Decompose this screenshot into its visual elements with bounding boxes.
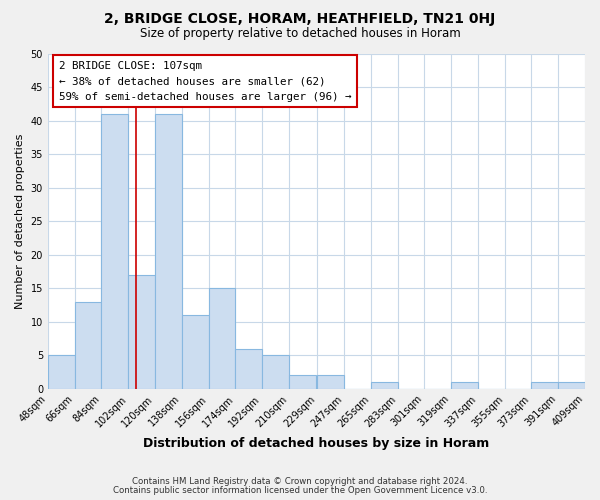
- Bar: [289, 376, 316, 389]
- Bar: [182, 315, 209, 389]
- Bar: [317, 376, 344, 389]
- Bar: [74, 302, 101, 389]
- Text: Size of property relative to detached houses in Horam: Size of property relative to detached ho…: [140, 28, 460, 40]
- Bar: [209, 288, 235, 389]
- Text: Contains public sector information licensed under the Open Government Licence v3: Contains public sector information licen…: [113, 486, 487, 495]
- Y-axis label: Number of detached properties: Number of detached properties: [15, 134, 25, 309]
- Text: 2, BRIDGE CLOSE, HORAM, HEATHFIELD, TN21 0HJ: 2, BRIDGE CLOSE, HORAM, HEATHFIELD, TN21…: [104, 12, 496, 26]
- Bar: [371, 382, 398, 389]
- Bar: [262, 356, 289, 389]
- Bar: [155, 114, 182, 389]
- X-axis label: Distribution of detached houses by size in Horam: Distribution of detached houses by size …: [143, 437, 490, 450]
- Bar: [235, 348, 262, 389]
- Bar: [101, 114, 128, 389]
- Text: 2 BRIDGE CLOSE: 107sqm
← 38% of detached houses are smaller (62)
59% of semi-det: 2 BRIDGE CLOSE: 107sqm ← 38% of detached…: [59, 60, 351, 102]
- Bar: [532, 382, 558, 389]
- Bar: [128, 275, 155, 389]
- Bar: [451, 382, 478, 389]
- Bar: [48, 356, 74, 389]
- Bar: [558, 382, 585, 389]
- Text: Contains HM Land Registry data © Crown copyright and database right 2024.: Contains HM Land Registry data © Crown c…: [132, 477, 468, 486]
